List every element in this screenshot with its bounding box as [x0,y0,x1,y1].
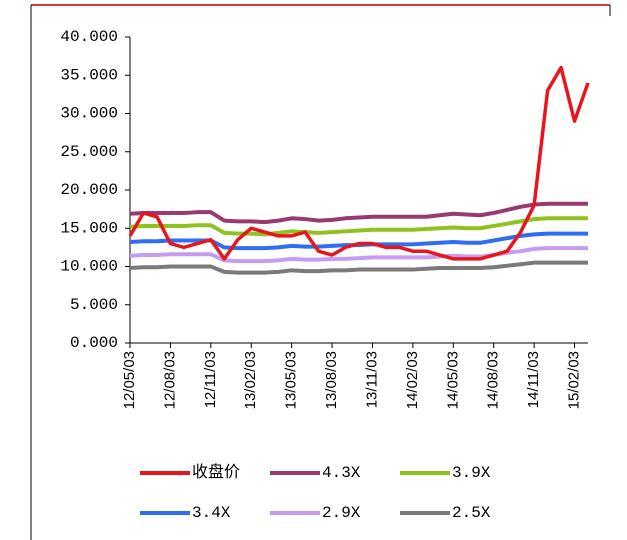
y-tick-label: 30.000 [60,105,118,123]
series-line [129,201,588,225]
x-tick-label: 12/11/03 [202,351,219,408]
x-tick-label: 15/02/03 [565,351,582,409]
y-tick-label: 20.000 [60,181,118,199]
x-tick-label: 14/02/03 [404,351,421,409]
x-tick-label: 14/05/03 [444,351,461,409]
x-tick-label: 14/11/03 [525,351,542,408]
x-tick-label: 14/08/03 [485,351,502,409]
legend-label: 2.5X [452,504,491,522]
y-tick-label: 25.000 [60,143,118,161]
legend-label: 2.9X [322,504,361,522]
legend-label: 3.9X [452,464,491,482]
series-line [129,260,588,275]
series-line [129,246,588,264]
y-tick-label: 35.000 [60,66,118,84]
y-tick-label: 0.000 [70,334,118,352]
series-line [129,216,588,237]
y-tick-label: 40.000 [60,28,118,46]
x-tick-label: 13/11/03 [363,351,380,408]
legend-label: 收盘价 [192,462,240,482]
x-tick-label: 12/08/03 [161,351,178,409]
x-tick-label: 12/05/03 [121,351,138,409]
y-tick-label: 10.000 [60,258,118,276]
y-tick-label: 5.000 [70,296,118,314]
legend-label: 4.3X [322,464,361,482]
y-tick-label: 15.000 [60,219,118,237]
x-tick-label: 13/08/03 [323,351,340,409]
x-tick-label: 13/02/03 [242,351,259,409]
x-tick-label: 13/05/03 [283,351,300,409]
legend-label: 3.4X [192,504,231,522]
series-line [128,65,590,261]
